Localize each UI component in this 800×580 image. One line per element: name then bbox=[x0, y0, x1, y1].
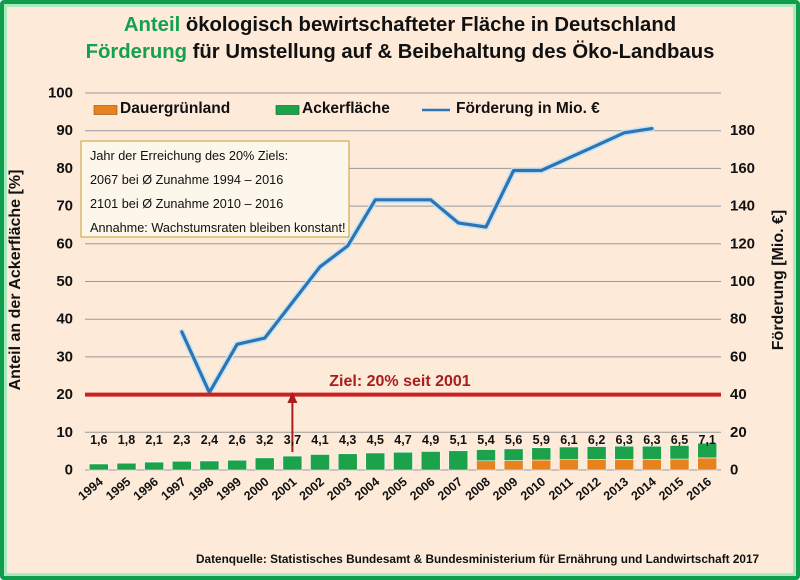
svg-text:2,6: 2,6 bbox=[228, 433, 245, 447]
svg-text:1998: 1998 bbox=[186, 475, 216, 504]
svg-text:5,4: 5,4 bbox=[477, 433, 494, 447]
svg-text:40: 40 bbox=[56, 311, 73, 328]
svg-text:Förderung in Mio. €: Förderung in Mio. € bbox=[456, 100, 600, 117]
svg-text:80: 80 bbox=[56, 160, 73, 177]
svg-text:Jahr der Erreichung des 20% Zi: Jahr der Erreichung des 20% Ziels: bbox=[90, 149, 288, 163]
svg-text:2012: 2012 bbox=[573, 475, 603, 504]
svg-text:0: 0 bbox=[730, 462, 738, 479]
svg-text:6,5: 6,5 bbox=[671, 433, 688, 447]
svg-text:7,1: 7,1 bbox=[699, 433, 716, 447]
svg-text:6,3: 6,3 bbox=[616, 433, 633, 447]
svg-text:Anteil an der Ackerfläche [%]: Anteil an der Ackerfläche [%] bbox=[7, 170, 24, 391]
svg-text:Förderung [Mio. €]: Förderung [Mio. €] bbox=[770, 210, 787, 350]
svg-text:0: 0 bbox=[65, 462, 73, 479]
svg-text:2016: 2016 bbox=[684, 475, 714, 504]
svg-text:40: 40 bbox=[730, 386, 747, 403]
svg-text:4,1: 4,1 bbox=[311, 433, 328, 447]
svg-text:2000: 2000 bbox=[241, 475, 271, 504]
svg-text:6,3: 6,3 bbox=[643, 433, 660, 447]
svg-text:2008: 2008 bbox=[463, 475, 493, 504]
svg-text:1,8: 1,8 bbox=[118, 433, 135, 447]
svg-text:6,1: 6,1 bbox=[560, 433, 577, 447]
svg-text:4,7: 4,7 bbox=[394, 433, 411, 447]
svg-text:60: 60 bbox=[56, 235, 73, 252]
svg-text:4,9: 4,9 bbox=[422, 433, 439, 447]
svg-text:5,9: 5,9 bbox=[533, 433, 550, 447]
svg-text:30: 30 bbox=[56, 348, 73, 365]
svg-text:4,5: 4,5 bbox=[367, 433, 384, 447]
svg-text:4,3: 4,3 bbox=[339, 433, 356, 447]
svg-text:2011: 2011 bbox=[546, 475, 576, 503]
svg-text:1995: 1995 bbox=[103, 475, 133, 504]
svg-text:Ackerfläche: Ackerfläche bbox=[302, 100, 390, 117]
svg-text:100: 100 bbox=[48, 85, 73, 102]
svg-text:2004: 2004 bbox=[352, 475, 382, 504]
svg-text:80: 80 bbox=[730, 311, 747, 328]
svg-text:Annahme: Wachstumsraten bleibe: Annahme: Wachstumsraten bleiben konstant… bbox=[90, 221, 346, 235]
svg-text:5,1: 5,1 bbox=[450, 433, 467, 447]
svg-text:1,6: 1,6 bbox=[90, 433, 107, 447]
svg-text:70: 70 bbox=[56, 198, 73, 215]
svg-text:180: 180 bbox=[730, 122, 755, 139]
svg-text:2009: 2009 bbox=[490, 475, 520, 504]
svg-text:2014: 2014 bbox=[629, 475, 659, 504]
svg-text:60: 60 bbox=[730, 348, 747, 365]
svg-text:1997: 1997 bbox=[158, 475, 188, 504]
svg-text:140: 140 bbox=[730, 198, 755, 215]
svg-text:2067 bei Ø Zunahme 1994 – 2016: 2067 bei Ø Zunahme 1994 – 2016 bbox=[90, 173, 283, 187]
svg-text:6,2: 6,2 bbox=[588, 433, 605, 447]
svg-text:2005: 2005 bbox=[380, 475, 410, 504]
svg-text:120: 120 bbox=[730, 235, 755, 252]
svg-text:2,1: 2,1 bbox=[145, 433, 162, 447]
svg-text:2007: 2007 bbox=[435, 475, 465, 504]
svg-text:20: 20 bbox=[56, 386, 73, 403]
svg-text:2006: 2006 bbox=[407, 475, 437, 504]
svg-text:2,4: 2,4 bbox=[201, 433, 218, 447]
svg-text:1996: 1996 bbox=[131, 475, 161, 504]
svg-text:2013: 2013 bbox=[601, 475, 631, 504]
svg-text:1994: 1994 bbox=[75, 475, 105, 504]
svg-text:20: 20 bbox=[730, 424, 747, 441]
svg-text:5,6: 5,6 bbox=[505, 433, 522, 447]
svg-text:Datenquelle: Statistisches Bun: Datenquelle: Statistisches Bundesamt & B… bbox=[196, 552, 760, 566]
svg-text:2003: 2003 bbox=[324, 475, 354, 504]
svg-text:3,2: 3,2 bbox=[256, 433, 273, 447]
svg-text:100: 100 bbox=[730, 273, 755, 290]
svg-text:2101 bei Ø Zunahme 2010 – 2016: 2101 bei Ø Zunahme 2010 – 2016 bbox=[90, 197, 283, 211]
svg-text:90: 90 bbox=[56, 122, 73, 139]
svg-text:1999: 1999 bbox=[214, 475, 244, 504]
svg-text:10: 10 bbox=[56, 424, 73, 441]
svg-text:2002: 2002 bbox=[297, 475, 327, 504]
svg-text:2001: 2001 bbox=[269, 475, 299, 504]
svg-text:2010: 2010 bbox=[518, 475, 548, 504]
svg-text:50: 50 bbox=[56, 273, 73, 290]
svg-text:2,3: 2,3 bbox=[173, 433, 190, 447]
svg-text:Dauergrünland: Dauergrünland bbox=[120, 100, 230, 117]
svg-text:3,7: 3,7 bbox=[284, 433, 301, 447]
svg-text:Ziel: 20% seit 2001: Ziel: 20% seit 2001 bbox=[329, 373, 471, 390]
svg-text:160: 160 bbox=[730, 160, 755, 177]
svg-text:2015: 2015 bbox=[656, 475, 686, 504]
